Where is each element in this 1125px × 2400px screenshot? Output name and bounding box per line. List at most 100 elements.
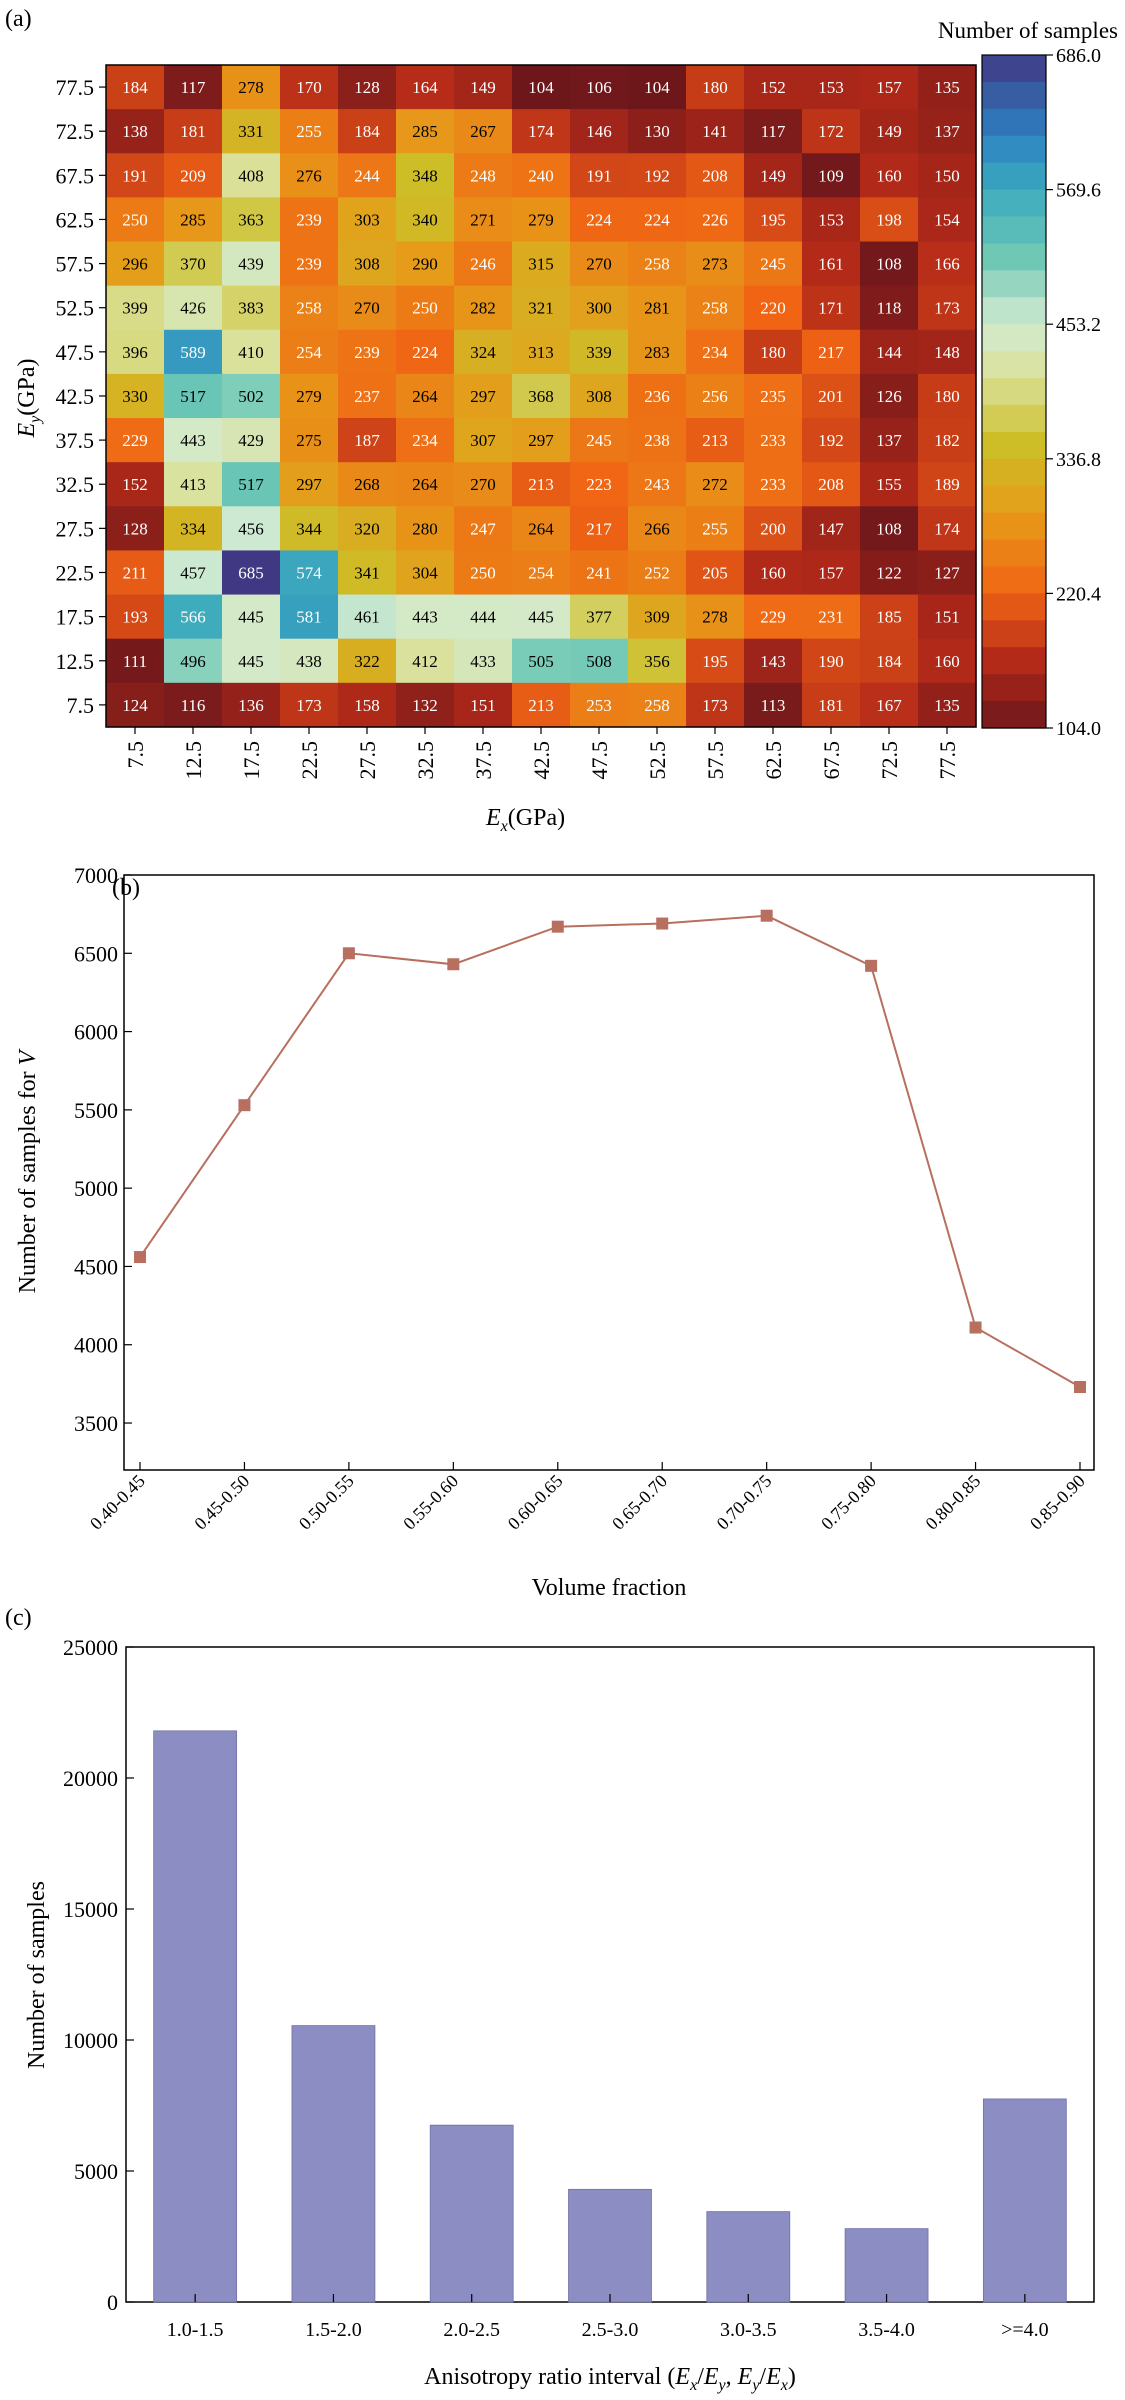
heatmap-cell bbox=[222, 241, 281, 287]
colorbar-band bbox=[982, 485, 1046, 514]
heatmap-cell bbox=[918, 285, 977, 331]
heatmap-cell-value: 250 bbox=[122, 210, 148, 229]
heatmap-cell bbox=[918, 594, 977, 640]
heatmap-cell-value: 496 bbox=[180, 652, 206, 671]
heatmap-cell bbox=[280, 638, 339, 684]
heatmap-panel: (a) Number of samples 184 117 278 170 128 164… bbox=[5, 6, 1118, 835]
heatmap-y-axis-label: Ey(GPa) bbox=[14, 358, 44, 438]
heatmap-cell bbox=[396, 638, 455, 684]
heatmap-cell-value: 344 bbox=[296, 519, 322, 538]
heatmap-cell bbox=[860, 506, 919, 552]
heatmap-cell bbox=[396, 550, 455, 596]
heatmap-cell-value: 258 bbox=[296, 299, 322, 318]
heatmap-cell bbox=[222, 418, 281, 463]
heatmap-cell bbox=[802, 329, 861, 375]
heatmap-cell bbox=[744, 65, 803, 110]
heatmap-cell-value: 213 bbox=[702, 431, 728, 450]
heatmap-cell-value: 271 bbox=[470, 210, 496, 229]
heatmap-cell-value: 246 bbox=[470, 255, 496, 274]
heatmap-cell bbox=[338, 373, 397, 419]
colorbar-title: Number of samples bbox=[938, 18, 1118, 43]
heatmap-cell bbox=[512, 462, 571, 507]
heatmap-cell bbox=[396, 418, 455, 463]
colorbar-tick-labels: 686.0 569.6 453.2 336.8 220.4 104.0 bbox=[1046, 45, 1101, 740]
line-x-tick-label: 0.45-0.50 bbox=[190, 1471, 253, 1534]
heatmap-cell-value: 505 bbox=[528, 652, 554, 671]
heatmap-cell bbox=[106, 506, 165, 552]
heatmap-cell bbox=[454, 153, 513, 198]
heatmap-cell bbox=[106, 329, 165, 375]
bar bbox=[429, 2124, 514, 2303]
line-y-tick-label: 4500 bbox=[74, 1254, 118, 1279]
heatmap-cell-value: 331 bbox=[238, 122, 264, 141]
line-y-axis-label: Number of samples for V bbox=[15, 1048, 41, 1293]
heatmap-cell bbox=[744, 285, 803, 331]
heatmap-cell bbox=[686, 418, 745, 463]
heatmap-cell-value: 456 bbox=[238, 519, 264, 538]
heatmap-cell bbox=[338, 329, 397, 375]
heatmap-cell-value: 243 bbox=[644, 475, 670, 494]
heatmap-cell bbox=[454, 329, 513, 375]
heatmap-cell-value: 281 bbox=[644, 299, 670, 318]
heatmap-cell bbox=[512, 594, 571, 640]
heatmap-cell-value: 256 bbox=[702, 387, 728, 406]
heatmap-cell-value: 213 bbox=[528, 475, 554, 494]
heatmap-cell-value: 457 bbox=[180, 563, 206, 582]
heatmap-cell bbox=[280, 285, 339, 331]
bar-panel: (c) 0 5000 10000 15000 20000 25000 1.0-1.5 1.5… bbox=[5, 1605, 1095, 2394]
heatmap-cell-value: 127 bbox=[934, 563, 960, 582]
heatmap-cell-value: 290 bbox=[412, 255, 438, 274]
heatmap-cell-value: 229 bbox=[760, 608, 786, 627]
heatmap-cell bbox=[686, 65, 745, 110]
heatmap-cell-value: 148 bbox=[934, 343, 960, 362]
heatmap-cell-value: 581 bbox=[296, 608, 322, 627]
bar-y-tick-label: 0 bbox=[107, 2290, 118, 2315]
heatmap-cell-value: 296 bbox=[122, 255, 148, 274]
heatmap-cell-value: 250 bbox=[470, 563, 496, 582]
heatmap-cell-value: 258 bbox=[644, 255, 670, 274]
heatmap-cell-value: 205 bbox=[702, 563, 728, 582]
heatmap-cell-value: 104 bbox=[528, 78, 554, 97]
heatmap-cell-value: 258 bbox=[702, 299, 728, 318]
heatmap-cell bbox=[686, 373, 745, 419]
heatmap-cell bbox=[686, 109, 745, 154]
line-point bbox=[969, 1321, 982, 1334]
heatmap-y-tick-label: 62.5 bbox=[56, 207, 95, 232]
line-point bbox=[760, 909, 773, 922]
heatmap-cell bbox=[686, 197, 745, 243]
heatmap-cell-value: 445 bbox=[238, 652, 264, 671]
colorbar-band bbox=[982, 108, 1046, 137]
heatmap-y-tick-labels: 77.5 72.5 67.5 62.5 57.5 52.5 47.5 42.5 37.5 32.5… bbox=[56, 75, 106, 718]
heatmap-cell-value: 241 bbox=[586, 563, 612, 582]
heatmap-cell bbox=[396, 506, 455, 552]
heatmap-cell bbox=[222, 638, 281, 684]
heatmap-cell-value: 118 bbox=[877, 299, 902, 318]
heatmap-cell-value: 151 bbox=[470, 696, 496, 715]
heatmap-cell bbox=[106, 197, 165, 243]
heatmap-cell-value: 180 bbox=[934, 387, 960, 406]
heatmap-cell bbox=[860, 197, 919, 243]
heatmap-cell bbox=[454, 682, 513, 728]
heatmap-cell bbox=[338, 153, 397, 198]
bar bbox=[982, 2098, 1067, 2303]
heatmap-cell bbox=[744, 329, 803, 375]
heatmap-x-tick-label: 42.5 bbox=[529, 741, 554, 780]
heatmap-x-tick-label: 27.5 bbox=[355, 741, 380, 780]
heatmap-cell-value: 170 bbox=[296, 78, 322, 97]
heatmap-cell bbox=[454, 285, 513, 331]
heatmap-cell bbox=[570, 506, 629, 552]
heatmap-cell bbox=[570, 65, 629, 110]
heatmap-cell bbox=[802, 153, 861, 198]
heatmap-cell bbox=[164, 153, 223, 198]
heatmap-cell-value: 685 bbox=[238, 563, 264, 582]
heatmap-cell-value: 136 bbox=[238, 696, 264, 715]
heatmap-cell bbox=[802, 506, 861, 552]
heatmap-cell-value: 157 bbox=[876, 78, 902, 97]
heatmap-cell bbox=[338, 638, 397, 684]
heatmap-cell-value: 124 bbox=[122, 696, 148, 715]
heatmap-cell-value: 135 bbox=[934, 696, 960, 715]
line-point bbox=[865, 959, 878, 972]
heatmap-cell bbox=[570, 418, 629, 463]
line-point bbox=[447, 958, 460, 971]
heatmap-cell bbox=[860, 153, 919, 198]
